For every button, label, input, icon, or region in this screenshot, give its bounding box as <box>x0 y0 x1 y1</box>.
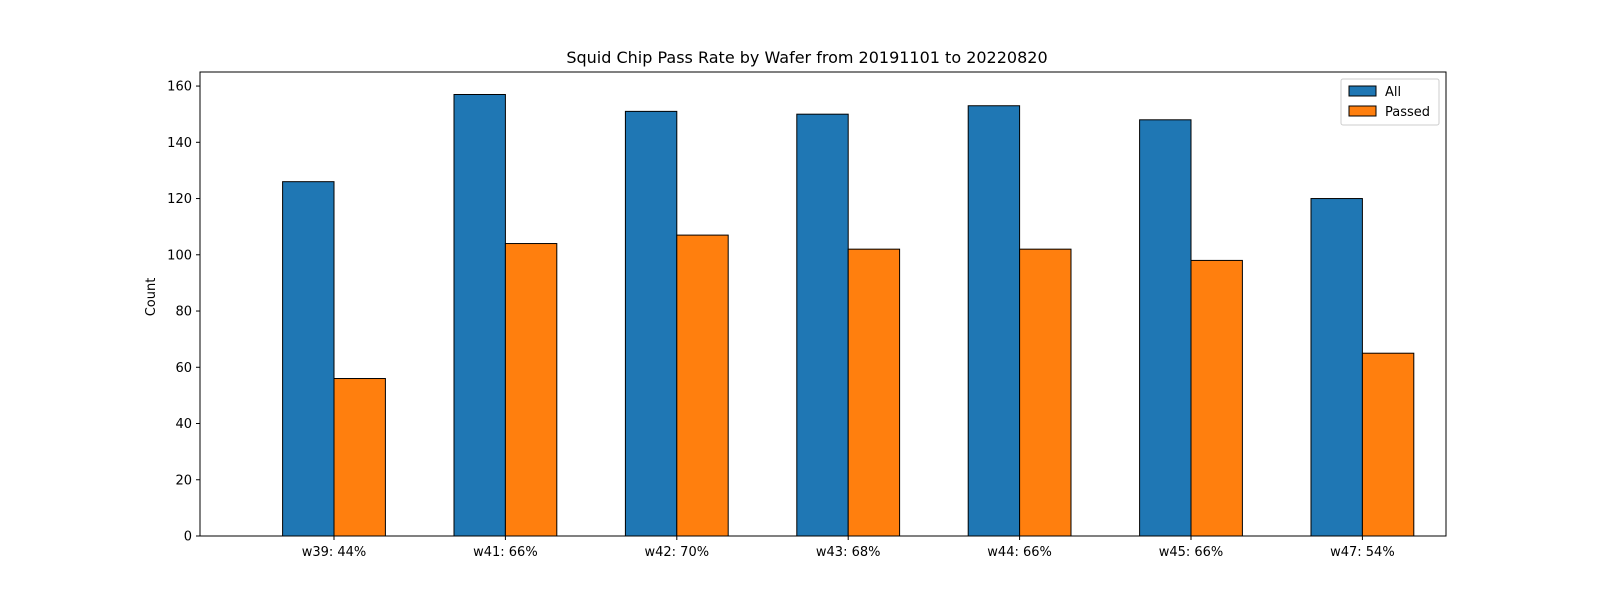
bar-passed-6 <box>1361 352 1415 537</box>
bar-passed-0 <box>333 378 386 537</box>
bar-all-0 <box>282 181 335 537</box>
x-tick-label: w47: 54% <box>1330 545 1395 560</box>
bar-all-6 <box>1310 198 1363 537</box>
y-tick-label: 100 <box>167 248 192 263</box>
y-tick-label: 20 <box>175 473 192 488</box>
y-tick-label: 160 <box>167 80 192 95</box>
bar-passed-4 <box>1019 248 1072 537</box>
y-tick-label: 0 <box>184 530 192 545</box>
x-tick-label: w44: 66% <box>987 545 1052 560</box>
bar-passed-1 <box>504 243 558 537</box>
bar-passed-5 <box>1190 259 1243 537</box>
bar-all-1 <box>453 93 506 537</box>
x-tick-label: w43: 68% <box>816 545 881 560</box>
bar-all-4 <box>967 105 1021 537</box>
legend: All Passed <box>1340 78 1440 126</box>
legend-swatch-all <box>1348 85 1377 97</box>
bar-all-3 <box>796 113 849 537</box>
chart-title: Squid Chip Pass Rate by Wafer from 20191… <box>566 48 1047 67</box>
y-ticks-group: 0 20 40 60 80 100 120 140 160 <box>167 80 200 545</box>
bar-passed-3 <box>847 248 901 537</box>
plot-frame <box>199 71 1447 537</box>
legend-label-all: All <box>1385 85 1401 100</box>
y-tick-label: 40 <box>175 417 192 432</box>
y-tick-label: 60 <box>175 361 192 376</box>
x-tick-label: w39: 44% <box>302 545 367 560</box>
y-tick-label: 120 <box>167 192 192 207</box>
legend-swatch-passed <box>1348 105 1377 117</box>
y-axis-label: Count <box>144 278 159 317</box>
bars-group <box>282 93 1415 537</box>
x-tick-label: w41: 66% <box>473 545 538 560</box>
x-tick-label: w45: 66% <box>1159 545 1224 560</box>
x-tick-label: w42: 70% <box>645 545 710 560</box>
bar-all-5 <box>1139 119 1192 537</box>
y-tick-label: 80 <box>175 305 192 320</box>
bar-passed-2 <box>676 234 729 537</box>
bar-all-2 <box>624 110 678 537</box>
x-ticks-group: w39: 44% w41: 66% w42: 70% w43: 68% w44: 66%… <box>302 536 1395 560</box>
legend-label-passed: Passed <box>1385 105 1430 120</box>
y-tick-label: 140 <box>167 136 192 151</box>
